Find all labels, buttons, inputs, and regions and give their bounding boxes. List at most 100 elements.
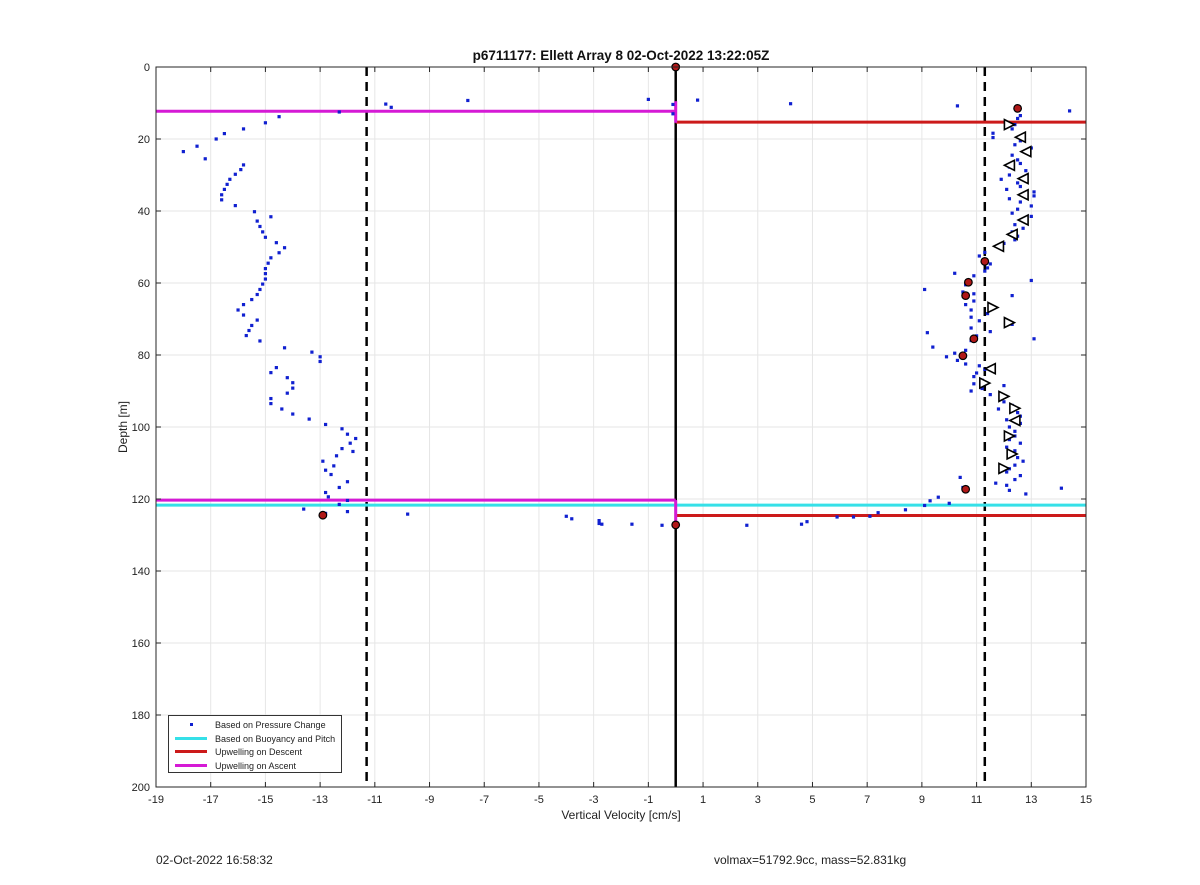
- data-point: [745, 523, 749, 527]
- data-point: [646, 97, 650, 101]
- data-point: [1013, 449, 1017, 453]
- data-point: [222, 132, 226, 136]
- data-point: [876, 511, 880, 515]
- data-point: [972, 382, 976, 386]
- ascent-triangle: [1016, 188, 1029, 202]
- data-point: [195, 144, 199, 148]
- data-point: [969, 326, 973, 330]
- data-point: [1024, 169, 1028, 173]
- ascent-triangle: [991, 239, 1005, 253]
- data-point: [788, 102, 793, 106]
- data-point: [261, 230, 265, 234]
- data-point: [1018, 161, 1022, 166]
- x-tick-label: -9: [425, 794, 435, 806]
- ascent-triangle: [1013, 130, 1027, 144]
- data-point: [903, 508, 908, 512]
- data-point: [955, 104, 960, 108]
- data-point: [964, 303, 968, 307]
- data-point: [250, 323, 254, 328]
- data-point: [1018, 474, 1022, 478]
- ascent-triangle: [1002, 158, 1016, 172]
- legend-swatch-line: [173, 745, 209, 758]
- legend-swatch-dot: [173, 718, 209, 731]
- data-point: [958, 475, 962, 479]
- x-tick-label: 7: [864, 794, 870, 806]
- legend-item-descent: Upwelling on Descent: [173, 745, 302, 758]
- x-tick-label: -13: [312, 794, 328, 806]
- descent-marker: [1013, 103, 1023, 113]
- data-point: [1016, 181, 1020, 185]
- data-point: [269, 215, 273, 219]
- data-point: [1013, 477, 1017, 482]
- ascent-triangle: [1016, 172, 1029, 185]
- data-point: [1059, 486, 1063, 490]
- data-point: [947, 501, 951, 505]
- x-tick-label: -17: [203, 794, 219, 806]
- legend-item-buoyancy: Based on Buoyancy and Pitch: [173, 732, 335, 745]
- data-point: [1016, 456, 1020, 460]
- legend-label: Upwelling on Descent: [215, 746, 303, 757]
- data-point: [334, 454, 339, 458]
- data-point: [835, 515, 839, 519]
- data-point: [1010, 294, 1014, 298]
- data-point: [220, 193, 224, 197]
- legend-swatch-line: [173, 759, 209, 772]
- y-tick-label: 40: [138, 206, 150, 218]
- data-point: [936, 495, 940, 499]
- ascent-triangle: [1003, 429, 1017, 443]
- data-point: [1021, 459, 1025, 463]
- data-point: [233, 172, 237, 176]
- data-point: [1067, 109, 1072, 113]
- data-point: [340, 427, 344, 431]
- data-point: [323, 490, 328, 495]
- data-point: [1021, 226, 1025, 230]
- data-point: [302, 507, 306, 511]
- x-tick-label: -3: [589, 794, 599, 806]
- data-point: [925, 331, 929, 335]
- ascent-triangle: [1006, 447, 1019, 461]
- data-point: [258, 224, 262, 229]
- data-point: [263, 272, 268, 276]
- data-point: [307, 417, 311, 421]
- data-point: [247, 328, 251, 333]
- data-point: [999, 177, 1003, 181]
- data-point: [203, 157, 207, 161]
- descent-marker: [961, 484, 971, 494]
- y-tick-label: 60: [138, 278, 150, 290]
- data-point: [351, 449, 355, 454]
- data-point: [988, 330, 992, 334]
- data-point: [285, 391, 289, 395]
- data-point: [1018, 441, 1022, 445]
- data-point: [406, 512, 410, 516]
- data-point: [258, 339, 262, 343]
- data-point: [337, 110, 341, 114]
- data-point: [1032, 194, 1036, 198]
- data-point: [1007, 488, 1012, 492]
- data-point: [345, 498, 350, 503]
- data-point: [928, 499, 932, 503]
- data-point: [244, 333, 248, 338]
- data-point: [280, 407, 284, 411]
- data-point: [323, 468, 328, 472]
- data-point: [1007, 173, 1012, 177]
- data-point: [220, 198, 224, 202]
- data-point: [977, 254, 981, 258]
- data-point: [1013, 238, 1017, 242]
- descent-markers: [318, 62, 1023, 530]
- data-point: [931, 345, 935, 349]
- data-point: [274, 366, 278, 370]
- ascent-triangle: [998, 462, 1011, 475]
- data-point: [261, 282, 265, 286]
- x-tick-label: -7: [479, 794, 489, 806]
- data-point: [291, 412, 295, 416]
- data-point: [1007, 425, 1012, 429]
- data-point: [285, 376, 289, 380]
- data-point: [974, 371, 979, 375]
- data-point: [1005, 445, 1009, 449]
- data-point: [1029, 214, 1033, 218]
- x-tick-label: -5: [534, 794, 544, 806]
- axes: [155, 66, 1087, 788]
- data-point: [1005, 187, 1009, 191]
- footer-timestamp: 02-Oct-2022 16:58:32: [156, 853, 273, 867]
- data-point: [348, 441, 352, 445]
